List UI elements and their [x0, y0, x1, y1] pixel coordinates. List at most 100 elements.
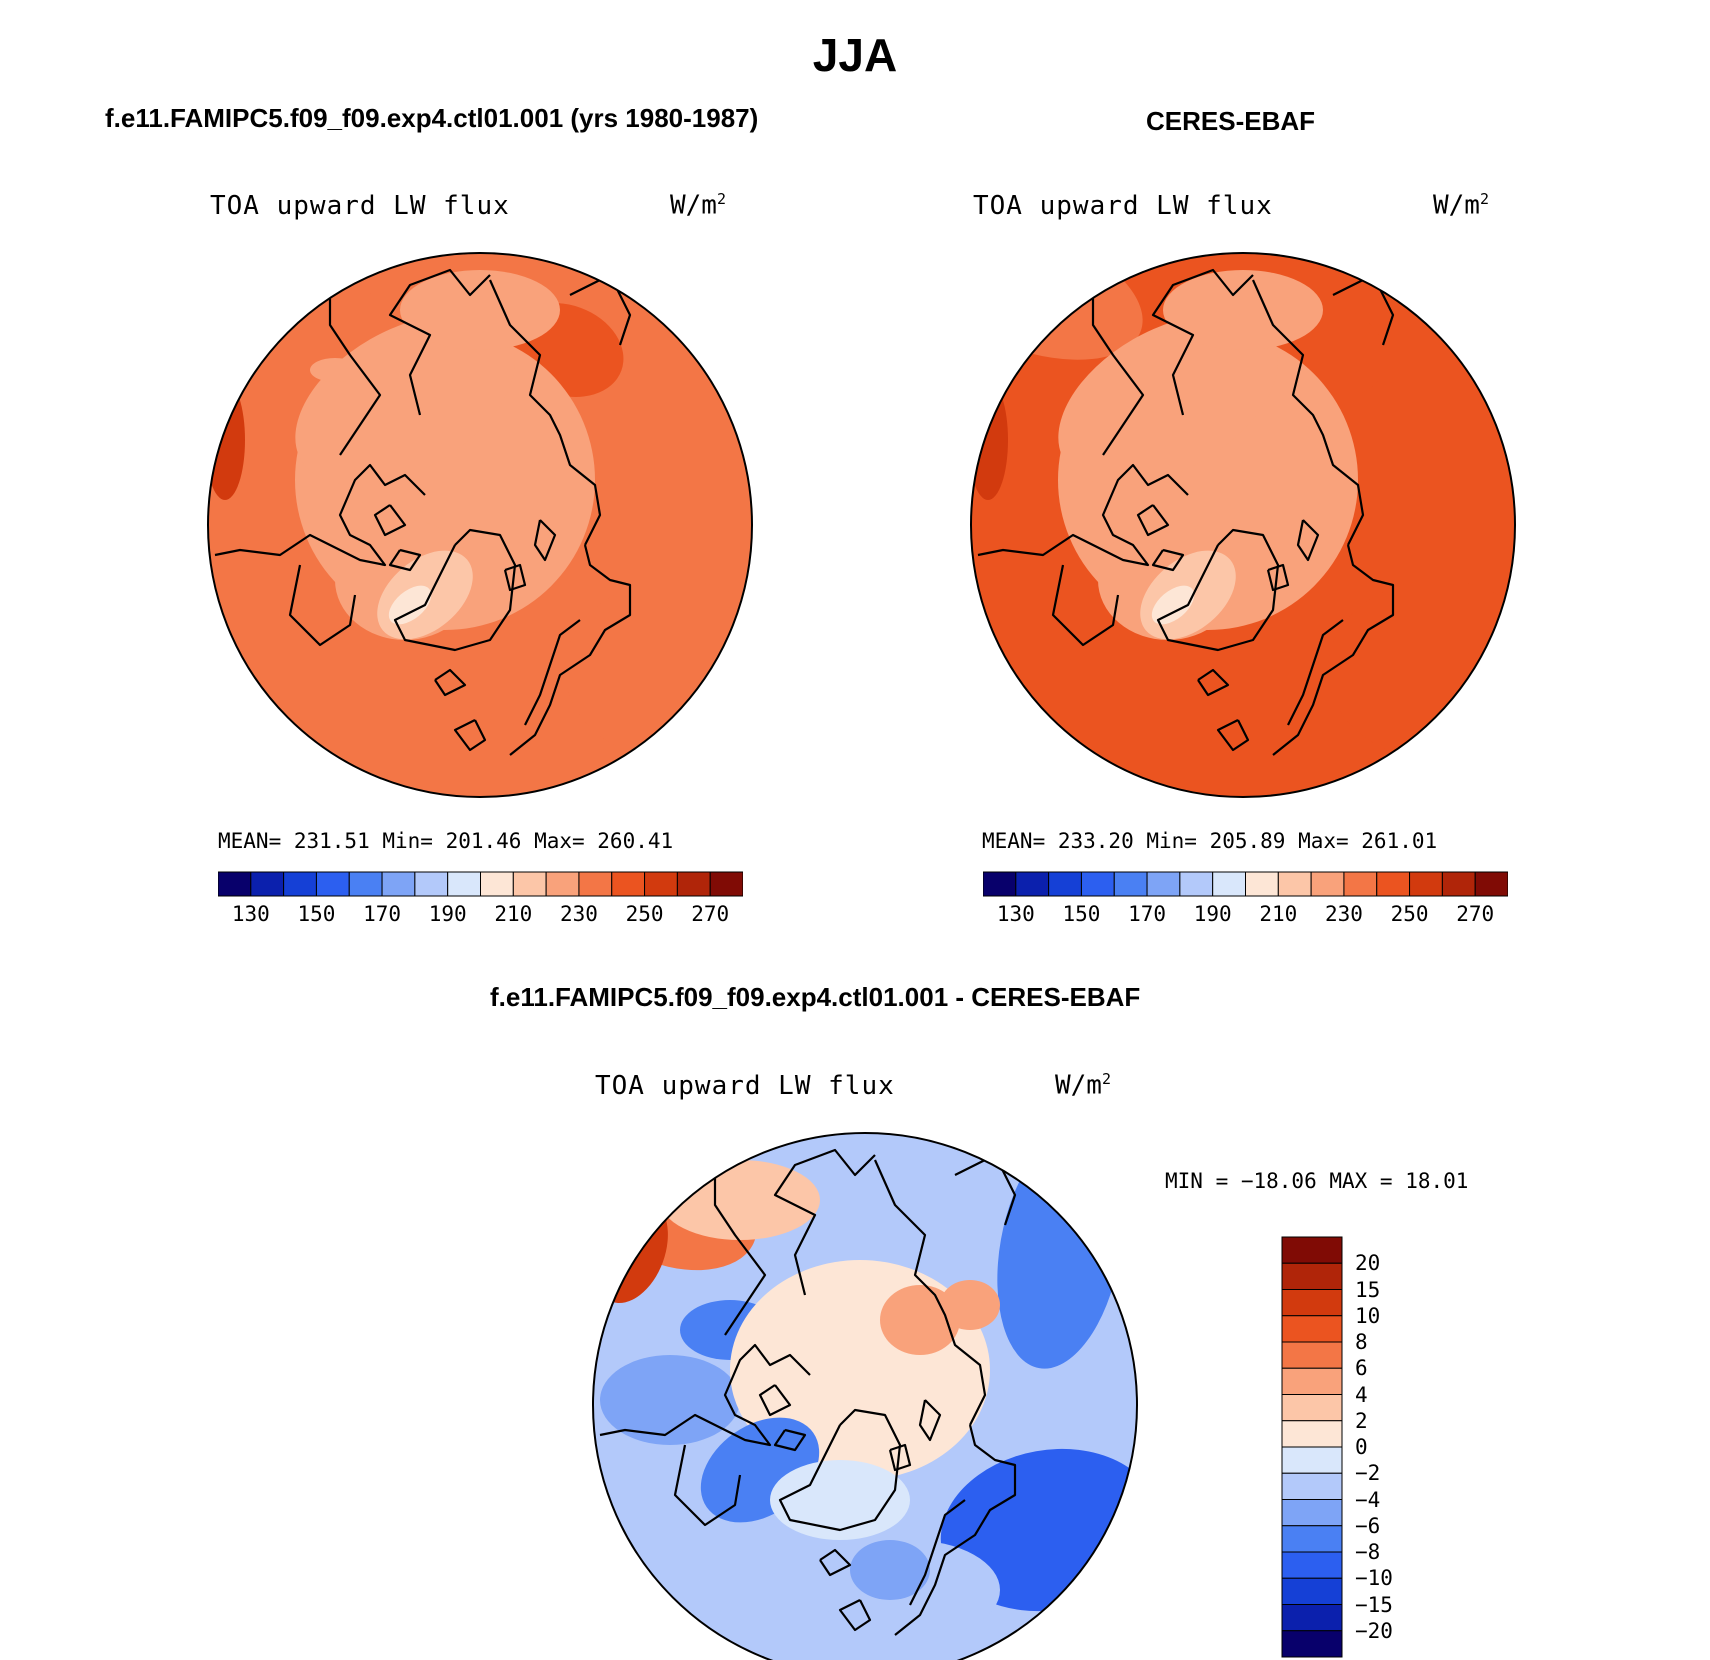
diff-colorbar-ticks: 20 15 10 8 6 4 2 0 −2 −4 −6 −8 −10 −15 −20 [1355, 1235, 1435, 1660]
model-colorbar-swatch [381, 871, 416, 897]
map-field [208, 253, 752, 797]
model-colorbar-swatch [676, 871, 711, 897]
obs-colorbar-tick-label: 250 [1390, 902, 1429, 926]
model-polar-map [207, 252, 753, 798]
diff-polar-map [592, 1132, 1138, 1660]
model-panel-title: f.e11.FAMIPC5.f09_f09.exp4.ctl01.001 (yr… [105, 103, 759, 133]
coastline-siberia [1251, 279, 1365, 546]
obs-colorbar-swatch [1212, 871, 1246, 897]
contour-region [400, 270, 560, 350]
contour-region [600, 1355, 740, 1445]
obs-colorbar-tick-label: 170 [1128, 902, 1167, 926]
obs-stats: MEAN= 233.20 Min= 205.89 Max= 261.01 [982, 829, 1438, 853]
map-boundary-circle [592, 1132, 1138, 1660]
coastline-canada [977, 463, 1189, 567]
coastline-scandinavia [894, 1424, 1017, 1636]
model-colorbar-swatch [218, 871, 252, 897]
diff-colorbar-swatch [1281, 1420, 1343, 1448]
diff-colorbar-tick-label: 6 [1355, 1356, 1368, 1381]
model-units-label: W/m2 [670, 190, 726, 221]
obs-colorbar-tick-label: 190 [1193, 902, 1232, 926]
coastlines [214, 268, 632, 756]
diff-colorbar [1281, 1236, 1343, 1658]
model-colorbar-tick-label: 230 [559, 902, 598, 926]
model-colorbar-swatch [545, 871, 580, 897]
coastline-scandinavia [509, 544, 632, 756]
diff-colorbar-tick-label: 8 [1355, 1330, 1368, 1354]
model-colorbar-ticks: 130 150 170 190 210 230 250 270 [218, 902, 743, 932]
coastline-baffin-island [388, 548, 422, 572]
diff-panel-title: f.e11.FAMIPC5.f09_f09.exp4.ctl01.001 - C… [490, 982, 1141, 1012]
coastline-iceland [819, 1548, 852, 1577]
obs-colorbar-swatch [1179, 871, 1214, 897]
coastline-norway [1287, 619, 1344, 726]
map-boundary-circle [970, 252, 1516, 798]
contour-region [850, 1540, 930, 1600]
model-colorbar-tick-label: 210 [494, 902, 533, 926]
diff-colorbar-swatch [1281, 1525, 1343, 1553]
model-colorbar-swatch [283, 871, 317, 897]
contour-region-greenland-core [1151, 585, 1195, 625]
diff-colorbar-swatch [1281, 1289, 1343, 1317]
model-colorbar-swatch [578, 871, 613, 897]
diff-colorbar-tick-label: 4 [1355, 1382, 1368, 1407]
coastline-kamchatka [954, 1153, 1017, 1226]
diff-colorbar-swatch [1281, 1394, 1343, 1422]
diff-colorbar-swatch [1281, 1604, 1343, 1632]
coastline-greenland [1156, 528, 1280, 652]
diff-colorbar-tick-label: 10 [1355, 1303, 1381, 1328]
obs-panel-title: CERES-EBAF [1146, 106, 1316, 136]
coastline-arctic-island [1136, 504, 1170, 537]
diff-colorbar-tick-label: −10 [1355, 1566, 1393, 1591]
diff-colorbar-swatch [1281, 1367, 1343, 1395]
diff-colorbar-tick-label: −4 [1355, 1487, 1381, 1512]
coastline-arctic-island [758, 1384, 792, 1417]
obs-colorbar [983, 871, 1508, 897]
diff-colorbar-swatch [1281, 1446, 1343, 1474]
contour-region [310, 358, 360, 382]
model-colorbar-swatch [709, 871, 743, 897]
obs-colorbar-tick-label: 150 [1062, 902, 1101, 926]
diff-units-label: W/m2 [1055, 1070, 1111, 1101]
coastline-alaska [773, 1148, 876, 1296]
coastline-siberia [488, 279, 602, 546]
coastline-greenland [778, 1408, 902, 1532]
diff-colorbar-swatch [1281, 1315, 1343, 1343]
diff-colorbar-tick-label: 2 [1355, 1408, 1368, 1433]
obs-colorbar-swatch [1409, 871, 1443, 897]
obs-colorbar-swatch [1048, 871, 1082, 897]
coastline-hudson-bay [673, 1444, 742, 1527]
obs-colorbar-swatch [1113, 871, 1148, 897]
obs-colorbar-swatch [1245, 871, 1279, 897]
coastline-norway [524, 619, 581, 726]
coastline-baffin-island [1151, 548, 1185, 572]
diff-colorbar-tick-label: −8 [1355, 1540, 1381, 1564]
figure-title: JJA [812, 29, 898, 81]
obs-colorbar-swatch [1441, 871, 1476, 897]
obs-variable-label: TOA upward LW flux [973, 191, 1273, 221]
contour-region [660, 1160, 820, 1240]
diff-colorbar-swatch [1281, 1341, 1343, 1369]
contour-region [940, 1280, 1000, 1330]
coastline-bering [713, 1175, 767, 1336]
obs-colorbar-swatch [1080, 871, 1115, 897]
obs-colorbar-ticks: 130 150 170 190 210 230 250 270 [983, 902, 1508, 932]
model-colorbar [218, 871, 743, 897]
obs-colorbar-swatch [1376, 871, 1411, 897]
contour-region [1058, 314, 1278, 486]
obs-polar-map [970, 252, 1516, 798]
coastline-iceland [434, 668, 467, 697]
coastline-arctic-island [373, 504, 407, 537]
model-colorbar-swatch [250, 871, 285, 897]
coastline-alaska [388, 268, 491, 416]
coastline-norway [909, 1499, 966, 1606]
obs-colorbar-tick-label: 270 [1456, 902, 1495, 926]
coastline-hudson-bay [1051, 564, 1120, 647]
coastline-baffin-island [773, 1428, 807, 1452]
contour-region [295, 314, 515, 486]
diff-colorbar-swatch [1281, 1236, 1343, 1264]
coastline-svalbard [888, 1443, 912, 1472]
obs-colorbar-swatch [983, 871, 1017, 897]
obs-colorbar-swatch [1277, 871, 1312, 897]
contour-region [880, 1285, 960, 1355]
